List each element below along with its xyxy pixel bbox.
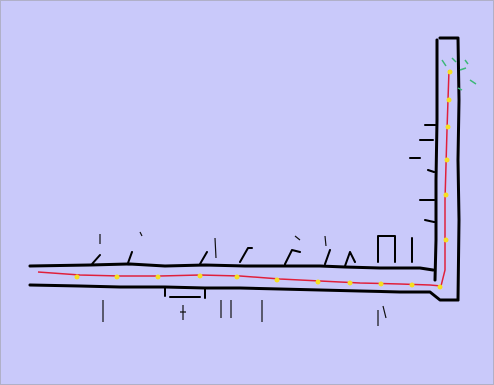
waypoint xyxy=(348,281,353,286)
waypoint xyxy=(448,70,453,75)
waypoint xyxy=(446,125,451,130)
waypoint xyxy=(438,285,443,290)
page xyxy=(0,0,494,385)
waypoint xyxy=(379,282,384,287)
map-background xyxy=(1,1,494,385)
waypoint xyxy=(156,275,161,280)
waypoint xyxy=(410,283,415,288)
waypoint xyxy=(198,274,203,279)
waypoint xyxy=(316,280,321,285)
waypoint xyxy=(115,275,120,280)
waypoint xyxy=(275,278,280,283)
waypoint xyxy=(444,193,449,198)
waypoint xyxy=(447,98,452,103)
waypoint xyxy=(445,158,450,163)
waypoint xyxy=(444,238,449,243)
waypoint xyxy=(235,275,240,280)
waypoint xyxy=(75,275,80,280)
map-view xyxy=(0,0,494,385)
